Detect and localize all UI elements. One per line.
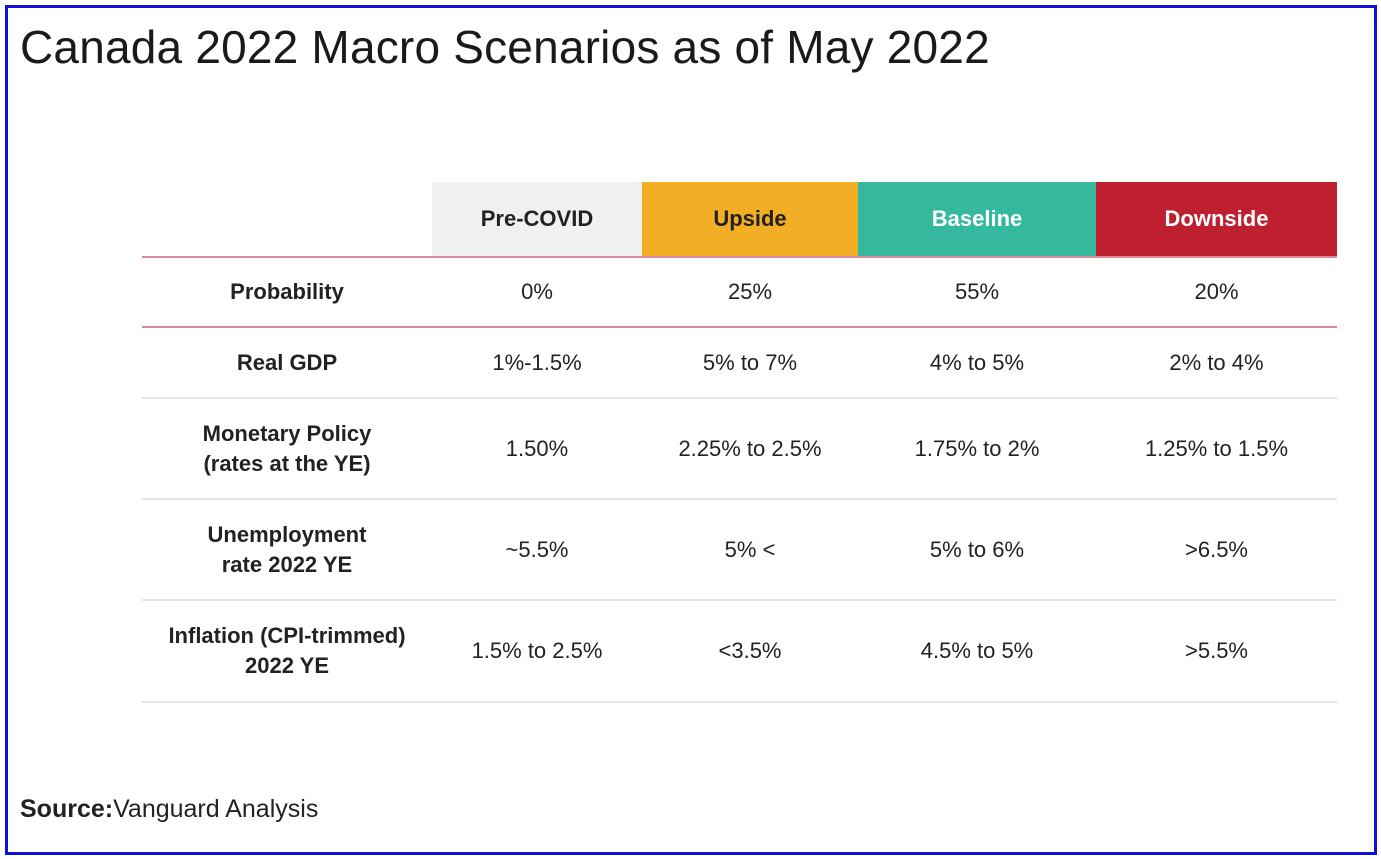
- header-upside: Upside: [642, 182, 858, 256]
- header-divider: [142, 256, 1337, 258]
- table-row-inflation: Inflation (CPI-trimmed) 2022 YE 1.5% to 2…: [142, 601, 1337, 703]
- cell-value: <3.5%: [718, 638, 782, 663]
- cell-value: 2.25% to 2.5%: [678, 435, 822, 461]
- cell-value: 1%-1.5%: [492, 349, 582, 375]
- page-title: Canada 2022 Macro Scenarios as of May 20…: [20, 21, 990, 73]
- row-label-line2: 2022 YE: [244, 653, 329, 678]
- header-empty-cell: [142, 182, 432, 256]
- cell-value: 4.5% to 5%: [920, 638, 1034, 663]
- cell-value: ~5.5%: [505, 536, 569, 562]
- header-downside: Downside: [1096, 182, 1337, 256]
- cell-value: 1.75% to 2%: [914, 435, 1040, 461]
- table-row-unemployment: Unemployment rate 2022 YE ~5.5% 5% < 5% t…: [142, 500, 1337, 601]
- cell-value: 4% to 5%: [929, 349, 1025, 375]
- cell-value: 5% to 6%: [929, 536, 1025, 562]
- cell-value: 20%: [1194, 279, 1239, 304]
- source-note: Source:Vanguard Analysis: [20, 795, 318, 824]
- row-label: Real GDP: [236, 349, 338, 375]
- scenario-table: Pre-COVID Upside Baseline Downside Proba…: [142, 182, 1337, 703]
- header-pre-covid: Pre-COVID: [432, 182, 642, 256]
- row-label-line1: Monetary Policy: [202, 420, 372, 446]
- row-label-line1: Inflation (CPI-trimmed): [168, 623, 406, 648]
- row-label: Probability: [230, 279, 344, 304]
- cell-value: 5% to 7%: [702, 349, 798, 375]
- source-label: Source:: [20, 795, 114, 823]
- cell-value: 55%: [954, 279, 1000, 304]
- cell-value: 0%: [521, 279, 553, 304]
- row-label: Inflation (CPI-trimmed) 2022 YE: [142, 621, 432, 681]
- cell-value: >6.5%: [1185, 536, 1248, 562]
- header-baseline: Baseline: [858, 182, 1096, 256]
- row-label: Unemployment rate 2022 YE: [142, 520, 432, 580]
- row-label-line2: (rates at the YE): [203, 450, 371, 476]
- table-header-row: Pre-COVID Upside Baseline Downside: [142, 182, 1337, 256]
- cell-value: 5% <: [724, 536, 776, 562]
- table-row-monetary-policy: Monetary Policy (rates at the YE) 1.50% 2…: [142, 399, 1337, 500]
- cell-value: 1.50%: [505, 435, 569, 461]
- row-label-line1: Unemployment: [207, 521, 367, 547]
- cell-value: 1.25% to 1.5%: [1144, 435, 1289, 461]
- source-text: Vanguard Analysis: [113, 795, 319, 823]
- cell-value: 1.5% to 2.5%: [471, 638, 603, 663]
- row-label-line2: rate 2022 YE: [221, 551, 353, 577]
- cell-value: >5.5%: [1185, 638, 1248, 663]
- page-frame: [5, 5, 1377, 855]
- cell-value: 25%: [727, 279, 773, 304]
- row-label: Monetary Policy (rates at the YE): [142, 419, 432, 479]
- cell-value: 2% to 4%: [1169, 349, 1264, 375]
- table-row-probability: Probability 0% 25% 55% 20%: [142, 258, 1337, 328]
- table-row-real-gdp: Real GDP 1%-1.5% 5% to 7% 4% to 5% 2% to…: [142, 328, 1337, 399]
